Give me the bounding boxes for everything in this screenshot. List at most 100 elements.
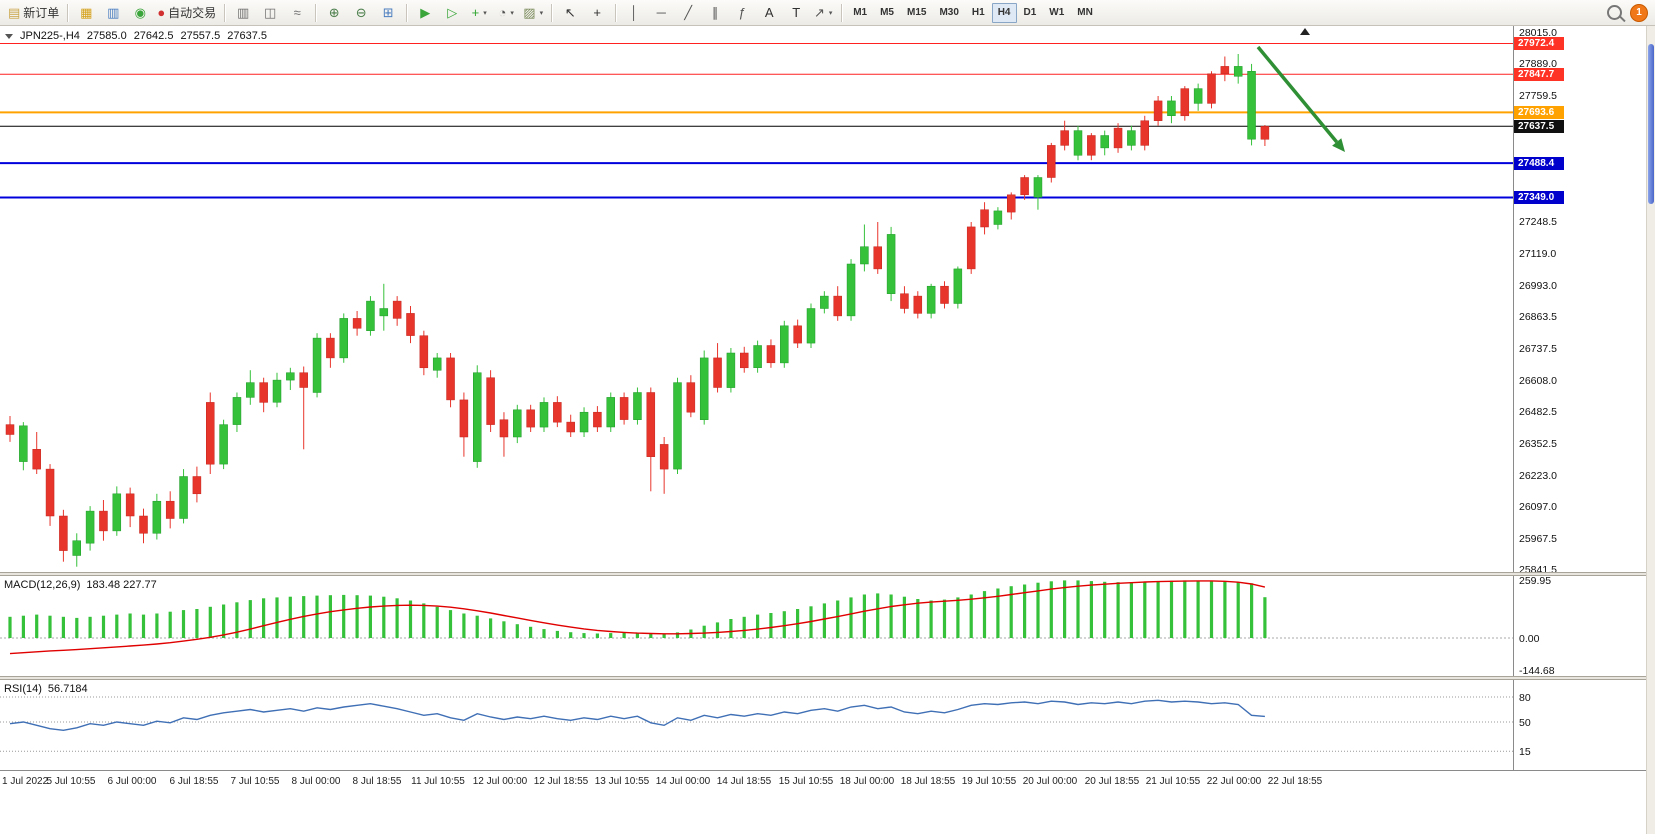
data-window-icon[interactable]: ▥ (100, 3, 126, 23)
macd-histogram-bar (836, 600, 840, 638)
macd-histogram-bar (862, 594, 866, 638)
rsi-panel-canvas[interactable] (0, 680, 1513, 770)
auto-scroll-icon[interactable]: ▶ (412, 3, 438, 23)
navigator-icon[interactable]: ◉ (127, 3, 153, 23)
templates-icon[interactable]: ▨ ▾ (520, 3, 546, 23)
candle-body (19, 425, 28, 462)
candle-body (419, 335, 429, 369)
bar-chart-icon[interactable]: ▥ (230, 3, 256, 23)
toolbar-right-group: 1 (1607, 3, 1650, 22)
price-level-badge: 27637.5 (1514, 120, 1564, 133)
trend-arrow-head[interactable] (1332, 138, 1345, 152)
price-axis-label: 26608.0 (1519, 375, 1557, 387)
macd-histogram-bar (742, 616, 746, 638)
trendline-icon[interactable]: ╱ (675, 3, 701, 23)
macd-histogram-bar (235, 602, 239, 638)
chevron-down-icon[interactable]: ▾ (510, 9, 514, 17)
timeframe-button-h4[interactable]: H4 (991, 2, 1017, 23)
search-icon[interactable] (1607, 5, 1622, 20)
chevron-down-icon[interactable]: ▾ (828, 9, 833, 17)
open-value: 27585.0 (86, 30, 127, 42)
vertical-line-icon[interactable]: │ (621, 3, 647, 23)
price-level-badge: 27349.0 (1514, 191, 1564, 204)
trend-arrow-line[interactable] (1256, 45, 1339, 144)
periods-icon[interactable]: ◔ ▾ (493, 3, 519, 23)
candle-body (499, 419, 509, 438)
macd-histogram-bar (996, 588, 1000, 638)
chevron-down-icon[interactable]: ▾ (483, 9, 487, 17)
candle-body (1100, 135, 1109, 149)
low-value: 27557.5 (180, 30, 221, 42)
macd-histogram-bar (222, 604, 226, 638)
timeframe-button-m30[interactable]: M30 (939, 7, 959, 18)
macd-histogram-bar (168, 611, 172, 638)
tile-windows-icon[interactable]: ⊞ (375, 3, 401, 23)
time-axis-label: 20 Jul 18:55 (1084, 776, 1140, 787)
candle-body (1073, 130, 1083, 156)
timeframe-button-m5[interactable]: M5 (880, 7, 894, 18)
line-chart-icon: ≈ (293, 5, 301, 20)
candle-body (432, 357, 442, 371)
auto-scroll-icon: ▶ (420, 5, 431, 20)
crosshair-icon[interactable]: + (584, 3, 610, 23)
macd-histogram-bar (662, 634, 666, 638)
channel-icon[interactable]: ∥ (702, 3, 728, 23)
autotrading-button[interactable]: ● 自动交易 (154, 3, 219, 23)
timeframe-button-d1[interactable]: D1 (1023, 7, 1037, 18)
cursor-icon[interactable]: ↖ (557, 3, 583, 23)
candle-body (873, 246, 882, 270)
macd-histogram-bar (195, 609, 199, 638)
timeframe-button-mn[interactable]: MN (1077, 7, 1093, 18)
close-value: 27637.5 (227, 30, 267, 42)
text-tool-icon[interactable]: A (756, 3, 782, 23)
cursor-icon: ↖ (564, 5, 576, 20)
zoom-out-icon[interactable]: ⊖ (348, 3, 374, 23)
vertical-scrollbar[interactable] (1646, 26, 1655, 834)
candle-body (299, 372, 308, 388)
add-indicator-icon: + (471, 5, 480, 20)
label-tool-icon[interactable]: T (783, 3, 809, 23)
candlestick-chart-icon[interactable]: ◫ (257, 3, 283, 23)
chevron-down-icon[interactable]: ▾ (539, 9, 544, 17)
timeframe-button-h1[interactable]: H1 (971, 7, 985, 18)
candle-body (352, 318, 362, 329)
macd-signal-line (9, 580, 1266, 655)
price-chart-canvas[interactable] (0, 26, 1513, 572)
time-axis-label: 18 Jul 18:55 (900, 776, 956, 787)
zoom-out-icon: ⊖ (355, 5, 367, 20)
time-axis-label: 21 Jul 10:55 (1145, 776, 1201, 787)
chart-area[interactable]: JPN225-,H4 27585.0 27642.5 27557.5 27637… (0, 26, 1655, 834)
timeframe-button-m1[interactable]: M1 (853, 7, 868, 18)
candle-body (1060, 130, 1069, 146)
candle-body (953, 268, 963, 304)
macd-panel-canvas[interactable] (0, 576, 1513, 676)
macd-histogram-bar (782, 611, 786, 638)
macd-histogram-bar (128, 613, 132, 638)
zoom-in-icon[interactable]: ⊕ (321, 3, 347, 23)
price-scale[interactable]: 28015.0 27889.0 27759.5 27248.5 27119.0 26993… (1513, 26, 1646, 770)
main-toolbar: ▤ 新订单 ▦ ▥ ◉ ● 自动交易 ▥ ◫ ≈ ⊕ ⊖ ⊞ ▶ ▷ + ▾ ◔ ▾ ▨ ▾ ↖ + │ ─ ╱ ∥ ƒ A T ↗ ▾ M1 M… (0, 0, 1655, 26)
notification-badge[interactable]: 1 (1630, 3, 1648, 22)
chart-shift-icon[interactable]: ▷ (439, 3, 465, 23)
line-chart-icon[interactable]: ≈ (284, 3, 310, 23)
add-indicator-icon[interactable]: + ▾ (466, 3, 492, 23)
charts-window-icon[interactable]: ▦ (73, 3, 99, 23)
candle-body (766, 345, 776, 364)
panel-splitter[interactable] (0, 676, 1655, 680)
horizontal-line-icon[interactable]: ─ (648, 3, 674, 23)
macd-histogram-bar (1143, 581, 1147, 638)
panel-splitter[interactable] (0, 572, 1655, 576)
arrows-tool-icon: ↗ (813, 5, 825, 20)
new-order-button[interactable]: ▤ 新订单 (5, 3, 62, 23)
macd-histogram-bar (248, 600, 252, 638)
time-axis[interactable]: 1 Jul 2022 5 Jul 10:55 6 Jul 00:00 6 Jul 18… (0, 770, 1655, 805)
macd-histogram-bar (35, 614, 39, 638)
toolbar-separator (224, 3, 226, 22)
macd-histogram-bar (21, 615, 25, 638)
fibonacci-icon[interactable]: ƒ (729, 3, 755, 23)
timeframe-button-w1[interactable]: W1 (1049, 7, 1065, 18)
scrollbar-thumb[interactable] (1648, 44, 1654, 204)
candle-body (339, 318, 348, 359)
arrows-tool-icon[interactable]: ↗ ▾ (810, 3, 836, 23)
timeframe-button-m15[interactable]: M15 (907, 7, 927, 18)
